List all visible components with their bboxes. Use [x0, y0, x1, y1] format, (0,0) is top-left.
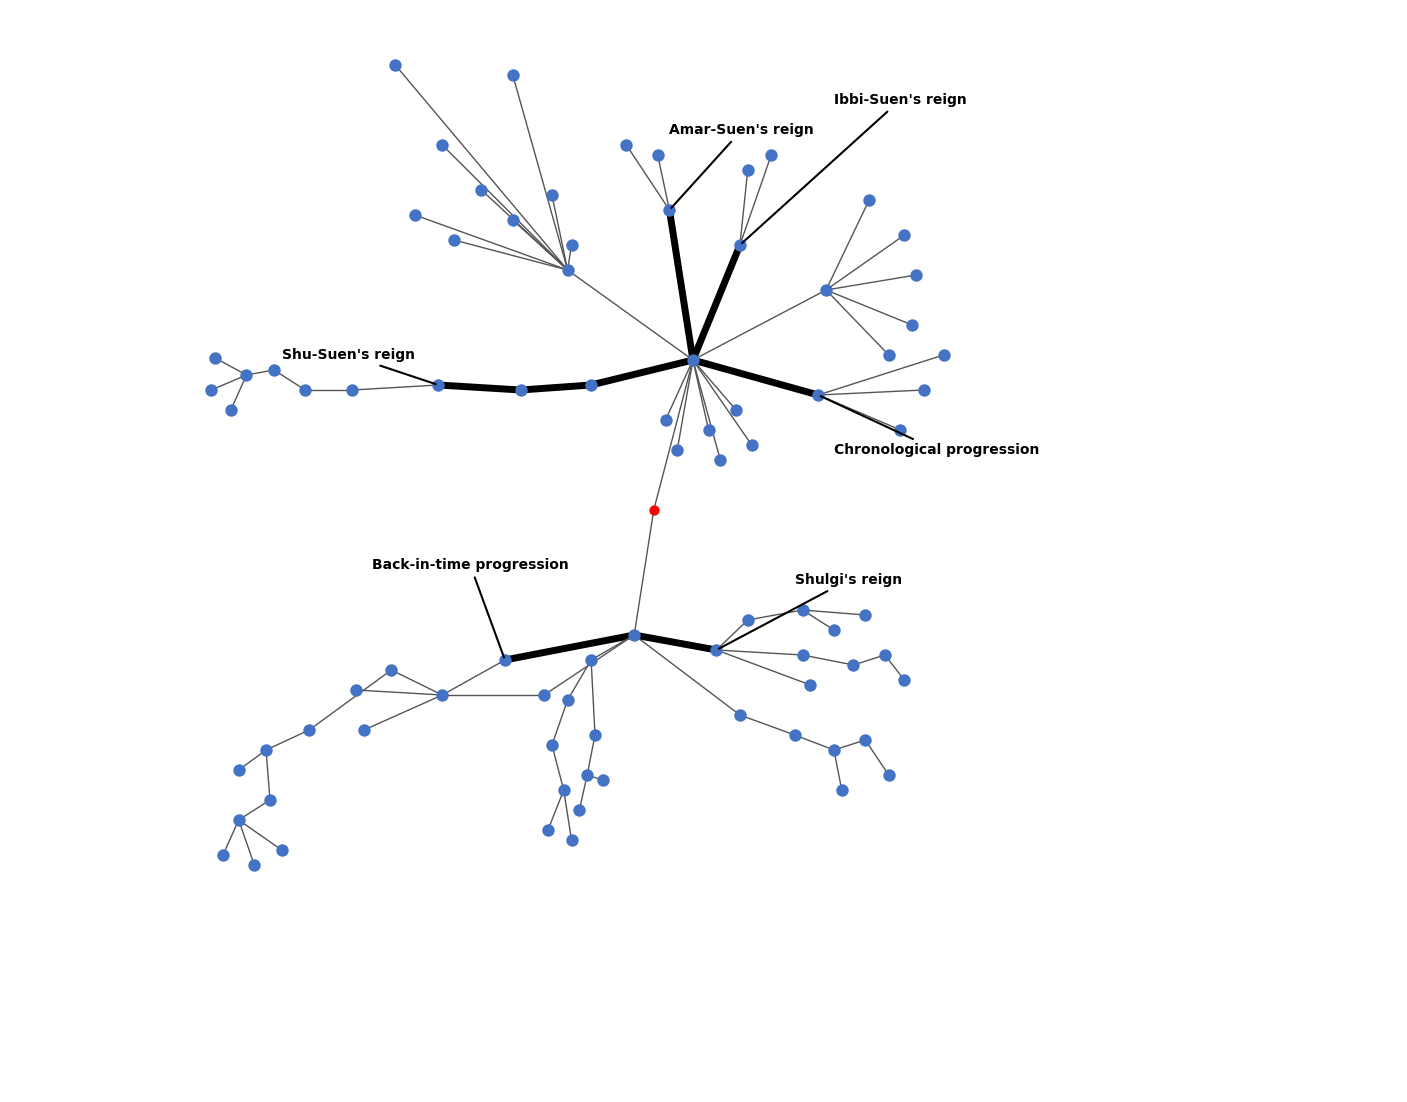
Point — [874, 646, 896, 663]
Point — [219, 401, 242, 419]
Point — [646, 147, 668, 164]
Point — [540, 186, 563, 204]
Point — [799, 677, 822, 694]
Point — [501, 212, 523, 229]
Point — [298, 721, 321, 738]
Point — [470, 181, 492, 198]
Point — [823, 622, 846, 639]
Point — [740, 436, 763, 454]
Point — [431, 137, 453, 154]
Point — [270, 841, 293, 858]
Point — [537, 821, 560, 839]
Point — [580, 651, 602, 669]
Point — [830, 781, 853, 799]
Point — [615, 137, 637, 154]
Point — [404, 206, 426, 224]
Point — [380, 661, 402, 679]
Point — [384, 56, 407, 74]
Point — [560, 236, 582, 253]
Point — [211, 846, 234, 864]
Point — [428, 376, 450, 393]
Point — [259, 791, 281, 809]
Text: Amar-Suen's reign: Amar-Suen's reign — [670, 123, 815, 208]
Point — [900, 316, 923, 334]
Point — [228, 761, 250, 779]
Point — [501, 66, 523, 84]
Point — [294, 381, 317, 399]
Point — [666, 441, 688, 458]
Point — [705, 641, 727, 659]
Point — [580, 376, 602, 393]
Point — [725, 401, 747, 419]
Point — [791, 602, 813, 619]
Point — [591, 771, 613, 789]
Point — [843, 656, 865, 673]
Point — [658, 202, 681, 219]
Point — [878, 346, 900, 364]
Point — [533, 687, 556, 704]
Text: Ibbi-Suen's reign: Ibbi-Suen's reign — [741, 93, 967, 244]
Point — [556, 691, 578, 709]
Point — [729, 706, 751, 724]
Point — [823, 742, 846, 759]
Point — [443, 231, 466, 249]
Point — [736, 612, 758, 629]
Point — [854, 606, 877, 624]
Point — [345, 681, 367, 699]
Point — [905, 267, 927, 284]
Point — [854, 732, 877, 749]
Text: Back-in-time progression: Back-in-time progression — [371, 558, 568, 658]
Text: Chronological progression: Chronological progression — [820, 397, 1040, 457]
Text: Shulgi's reign: Shulgi's reign — [719, 573, 902, 649]
Point — [643, 501, 666, 519]
Point — [353, 721, 376, 738]
Point — [709, 451, 732, 468]
Point — [889, 421, 912, 439]
Point — [729, 236, 751, 253]
Text: Shu-Suen's reign: Shu-Suen's reign — [281, 348, 436, 385]
Point — [584, 726, 606, 744]
Point — [784, 726, 806, 744]
Point — [509, 381, 532, 399]
Point — [340, 381, 363, 399]
Point — [654, 411, 677, 429]
Point — [200, 381, 222, 399]
Point — [791, 646, 813, 663]
Point — [263, 361, 286, 379]
Point — [878, 766, 900, 784]
Point — [235, 366, 257, 383]
Point — [560, 831, 582, 849]
Point — [575, 766, 598, 784]
Point — [760, 147, 782, 164]
Point — [858, 191, 881, 208]
Point — [815, 281, 837, 299]
Point — [933, 346, 955, 364]
Point — [698, 421, 720, 439]
Point — [556, 261, 578, 279]
Point — [255, 742, 277, 759]
Point — [736, 161, 758, 179]
Point — [623, 626, 646, 644]
Point — [243, 856, 266, 874]
Point — [808, 386, 830, 403]
Point — [893, 671, 916, 689]
Point — [540, 736, 563, 754]
Point — [431, 687, 453, 704]
Point — [228, 811, 250, 829]
Point — [204, 349, 227, 367]
Point — [553, 781, 575, 799]
Point — [681, 352, 704, 369]
Point — [893, 226, 916, 244]
Point — [913, 381, 936, 399]
Point — [494, 651, 516, 669]
Point — [568, 801, 591, 819]
